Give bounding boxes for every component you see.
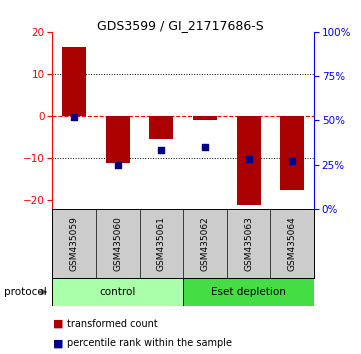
Point	[290, 158, 295, 164]
Point	[246, 156, 252, 162]
Bar	[193, 116, 217, 120]
Bar	[183, 278, 314, 306]
Text: GSM435063: GSM435063	[244, 216, 253, 271]
Point	[202, 144, 208, 150]
Text: control: control	[100, 287, 136, 297]
Text: GSM435061: GSM435061	[157, 216, 166, 271]
Text: ■: ■	[53, 338, 64, 348]
Text: GSM435062: GSM435062	[200, 216, 209, 271]
Text: transformed count: transformed count	[67, 319, 157, 329]
Bar	[237, 116, 261, 205]
Point	[71, 114, 77, 120]
Point	[158, 148, 164, 153]
Text: percentile rank within the sample: percentile rank within the sample	[67, 338, 232, 348]
Text: GSM435060: GSM435060	[113, 216, 122, 271]
Text: GDS3599 / GI_21717686-S: GDS3599 / GI_21717686-S	[97, 19, 264, 33]
Text: Eset depletion: Eset depletion	[211, 287, 286, 297]
Text: GSM435064: GSM435064	[288, 216, 297, 271]
Text: protocol: protocol	[4, 287, 46, 297]
Bar	[52, 278, 183, 306]
Bar	[280, 116, 304, 190]
Text: GSM435059: GSM435059	[70, 216, 79, 271]
Point	[115, 162, 121, 167]
Text: ■: ■	[53, 319, 64, 329]
Bar	[149, 116, 173, 139]
Bar	[62, 47, 86, 116]
Bar	[106, 116, 130, 162]
